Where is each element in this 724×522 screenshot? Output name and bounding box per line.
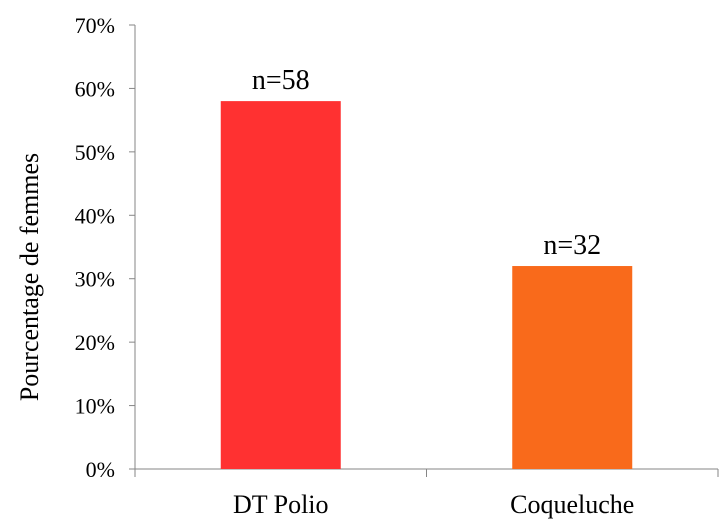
y-tick-label: 10%	[75, 394, 115, 419]
y-tick-label: 50%	[75, 140, 115, 165]
data-labels: n=58 n=32	[252, 65, 601, 261]
y-tick-label: 70%	[75, 13, 115, 38]
bar-coqueluche	[512, 266, 633, 469]
bar-dt-polio	[220, 101, 341, 469]
x-category-label: DT Polio	[233, 490, 329, 519]
data-label: n=58	[252, 65, 310, 96]
x-category-label: Coqueluche	[510, 490, 634, 519]
y-tick-label: 40%	[75, 203, 115, 228]
x-axis: DT Polio Coqueluche	[134, 468, 719, 519]
data-label: n=32	[543, 230, 601, 261]
y-tick-label: 60%	[75, 76, 115, 101]
y-tick-label: 20%	[75, 330, 115, 355]
y-axis: 0% 10% 20% 30% 40% 50% 60% 70%	[75, 13, 136, 482]
y-axis-title: Pourcentage de femmes	[15, 153, 44, 401]
bars	[220, 101, 633, 469]
y-tick-label: 0%	[86, 457, 115, 482]
y-tick-label: 30%	[75, 267, 115, 292]
